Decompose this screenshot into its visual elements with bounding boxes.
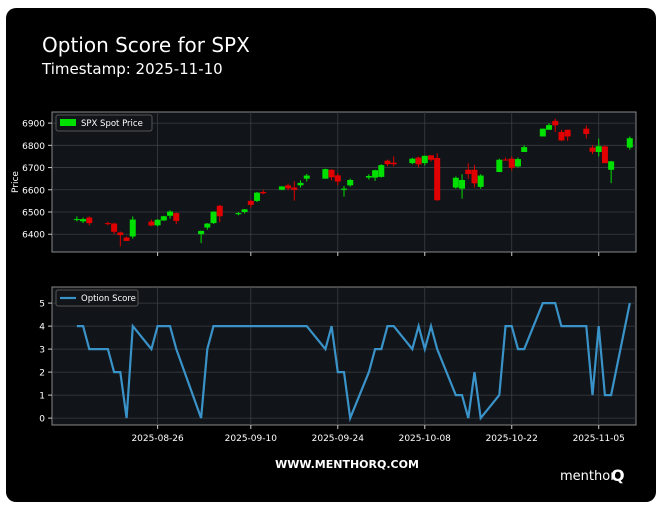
candle-body (104, 223, 111, 225)
y-tick-label: 0 (39, 415, 45, 425)
candle-body (160, 216, 167, 221)
x-tick-label: 2025-11-05 (573, 434, 625, 444)
x-tick-label: 2025-08-26 (131, 434, 184, 444)
candle-body (216, 205, 223, 217)
candle-body (508, 158, 515, 168)
candle-body (608, 161, 615, 170)
logo-mark: Q (611, 466, 625, 485)
candle-body (434, 158, 441, 201)
candle-body (552, 120, 559, 126)
candle-body (247, 200, 254, 205)
candle-body (589, 147, 596, 152)
candle-body (465, 169, 472, 174)
candle-body (328, 169, 335, 178)
y-axis-label: Price (11, 171, 21, 193)
y-tick-label: 6400 (22, 231, 45, 241)
x-tick-label: 2025-09-24 (312, 434, 365, 444)
y-tick-label: 6800 (22, 142, 45, 152)
candle-body (372, 170, 379, 178)
candle-body (254, 192, 261, 201)
candle-body (73, 219, 80, 221)
legend-label: SPX Spot Price (81, 119, 143, 129)
candle-body (334, 175, 341, 182)
candle-body (546, 125, 553, 130)
website: WWW.MENTHORQ.COM (275, 458, 419, 471)
candle-body (80, 219, 87, 222)
candle-body (427, 155, 434, 160)
candle-body (235, 213, 242, 215)
y-tick-label: 6500 (22, 209, 45, 219)
legend-box (55, 289, 139, 307)
candle-body (204, 223, 211, 228)
candle-body (514, 159, 521, 167)
candle-body (148, 221, 155, 226)
candle-body (539, 128, 546, 137)
candle-body (415, 157, 422, 165)
candle-body (558, 132, 565, 141)
x-tick-label: 2025-09-10 (225, 434, 278, 444)
candle-body (154, 219, 161, 226)
candle-body (626, 138, 633, 148)
y-tick-label: 6700 (22, 164, 45, 174)
x-tick-label: 2025-10-08 (399, 434, 452, 444)
logo: menthor (560, 469, 616, 484)
candle-body (167, 211, 174, 216)
candle-body (285, 185, 292, 189)
candle-body (421, 155, 428, 164)
candle-body (210, 211, 217, 224)
candle-body (459, 180, 466, 189)
candle-body (378, 165, 385, 177)
plot-area (51, 286, 637, 426)
candle-body (173, 213, 180, 221)
legend-box (55, 114, 153, 132)
candle-body (303, 175, 310, 179)
candle-body (260, 192, 267, 194)
title: Option Score for SPX (42, 33, 250, 57)
candle-body (502, 159, 509, 161)
y-tick-label: 6600 (22, 186, 45, 196)
candle-body (278, 186, 285, 190)
candle-body (477, 175, 484, 187)
subtitle: Timestamp: 2025-11-10 (41, 60, 223, 78)
candle-body (111, 223, 118, 232)
candle-body (123, 237, 130, 241)
candle-body (583, 128, 590, 134)
plot-area (51, 111, 637, 253)
candle-body (496, 159, 503, 172)
candle-body (341, 188, 347, 190)
candle-body (297, 182, 304, 186)
candle-body (384, 160, 391, 165)
candle-body (347, 180, 354, 186)
candle-body (198, 230, 205, 235)
candle-body (471, 169, 478, 184)
legend-swatch (60, 119, 76, 126)
y-tick-label: 4 (39, 323, 45, 333)
candle-body (241, 209, 248, 212)
card (6, 8, 656, 502)
candle-body (322, 169, 329, 179)
score-line (76, 302, 631, 423)
x-tick-label: 2025-10-22 (486, 434, 538, 444)
legend-label: Option Score (81, 294, 136, 304)
candle-body (521, 147, 528, 152)
y-tick-label: 6900 (22, 120, 45, 130)
candle-body (601, 146, 608, 164)
candle-body (365, 176, 372, 178)
candle-body (129, 219, 136, 237)
y-tick-label: 2 (39, 369, 45, 379)
candle-body (409, 158, 416, 164)
candle-body (390, 162, 397, 165)
candle-body (117, 232, 124, 236)
candle-body (291, 187, 298, 190)
y-tick-label: 5 (39, 300, 45, 310)
y-tick-label: 3 (39, 346, 45, 356)
candle-body (86, 217, 93, 224)
candle-body (564, 129, 571, 137)
y-tick-label: 1 (39, 392, 45, 402)
candle-body (595, 146, 602, 152)
candle-body (452, 177, 459, 188)
